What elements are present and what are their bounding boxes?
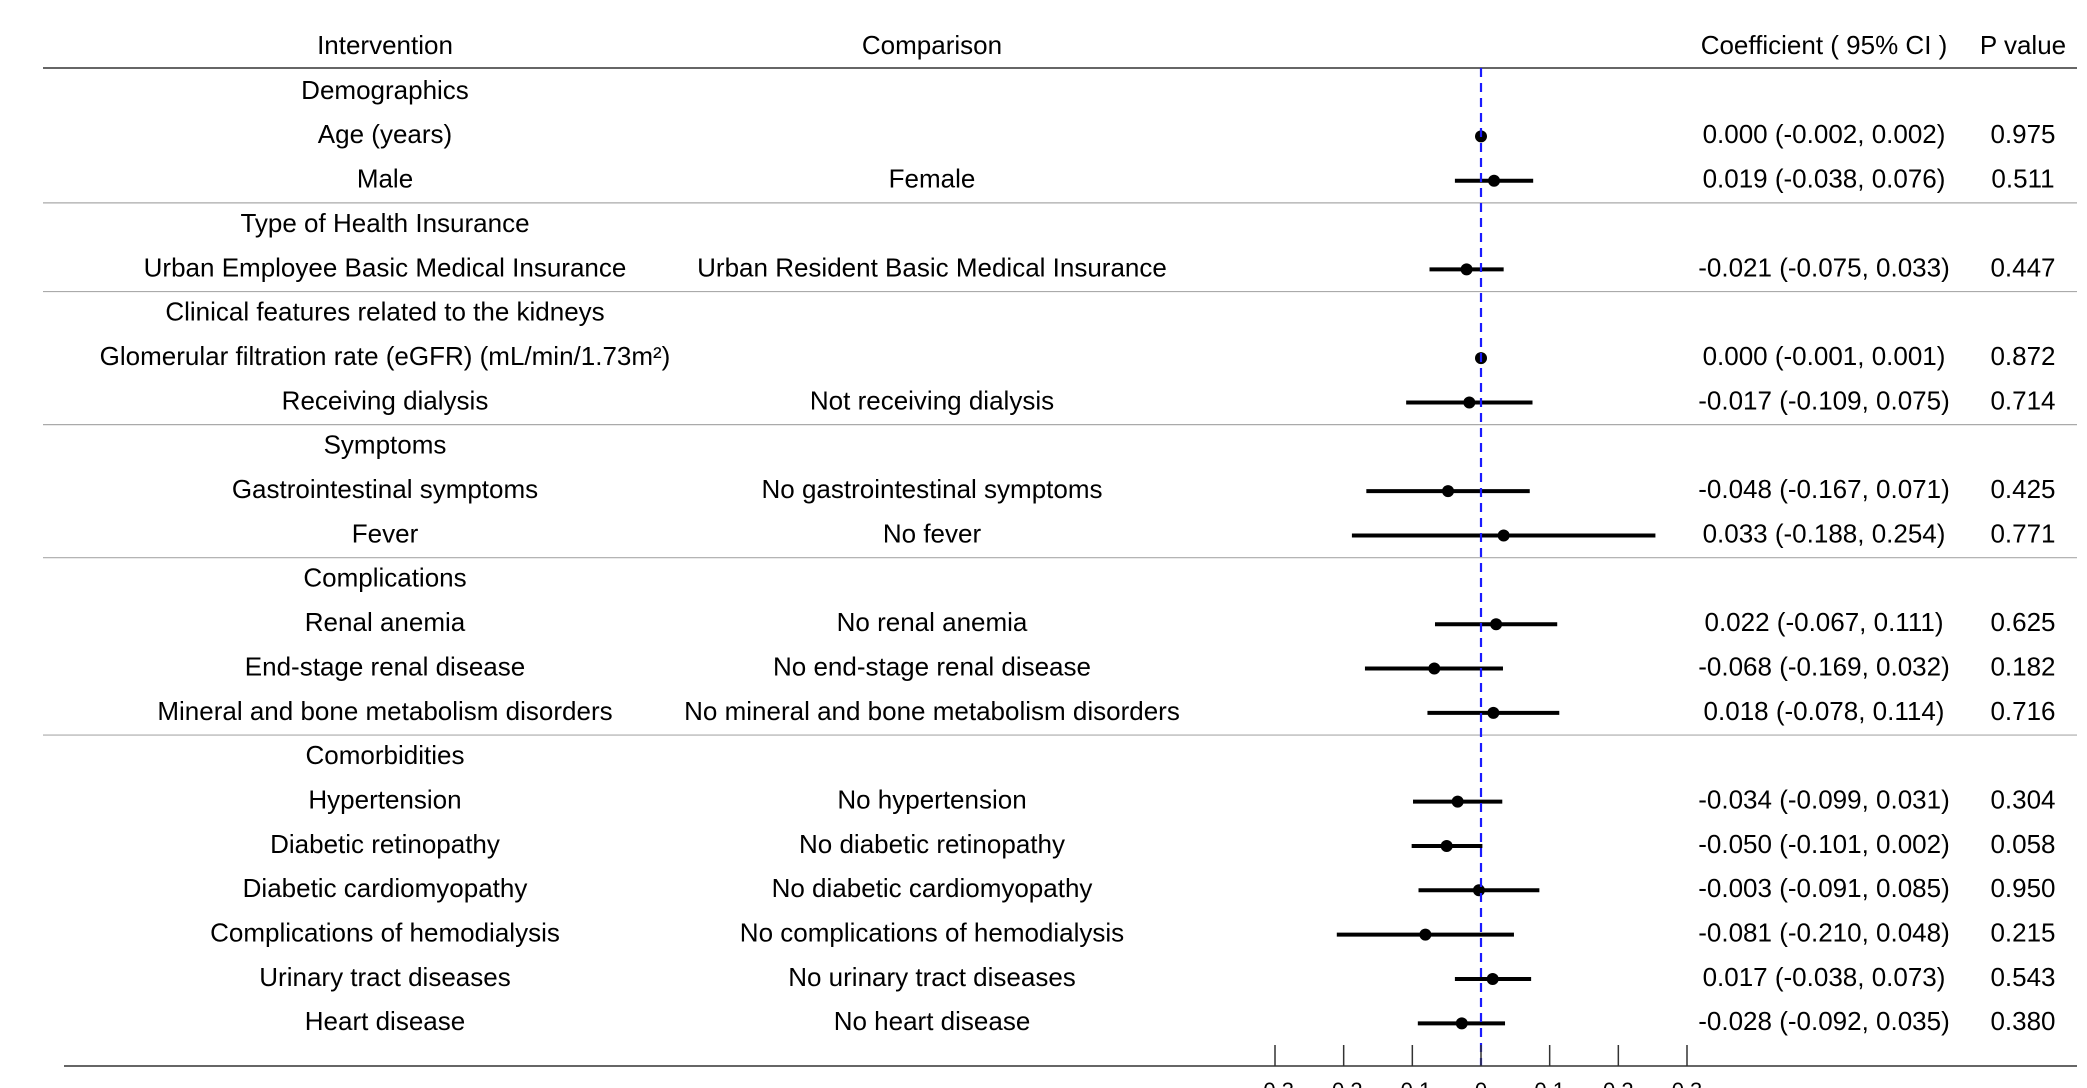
p-value: 0.771 — [1990, 518, 2055, 548]
comparison: Urban Resident Basic Medical Insurance — [697, 252, 1167, 282]
ci-label: 0.000 (-0.002, 0.002) — [1703, 119, 1946, 149]
comparison: Not receiving dialysis — [810, 385, 1054, 415]
intervention: Receiving dialysis — [282, 385, 489, 415]
section-title: Type of Health Insurance — [240, 208, 529, 238]
p-value: 0.058 — [1990, 829, 2055, 859]
section-title: Demographics — [301, 75, 469, 105]
ci-label: 0.022 (-0.067, 0.111) — [1705, 607, 1944, 637]
estimate-point — [1463, 396, 1476, 409]
intervention: Age (years) — [318, 119, 452, 149]
comparison: No heart disease — [834, 1006, 1031, 1036]
p-value: 0.625 — [1990, 607, 2055, 637]
intervention: End-stage renal disease — [245, 651, 525, 681]
ci-label: -0.028 (-0.092, 0.035) — [1698, 1006, 1950, 1036]
estimate-point — [1490, 618, 1503, 631]
ci-label: 0.017 (-0.038, 0.073) — [1703, 962, 1946, 992]
p-value: 0.380 — [1990, 1006, 2055, 1036]
intervention: Hypertension — [308, 784, 461, 814]
intervention: Glomerular filtration rate (eGFR) (mL/mi… — [100, 341, 671, 371]
x-tick-label: 0 — [1475, 1078, 1487, 1088]
estimate-point — [1442, 485, 1455, 498]
section-title: Complications — [303, 563, 466, 593]
intervention: Mineral and bone metabolism disorders — [157, 696, 612, 726]
p-value: 0.872 — [1990, 341, 2055, 371]
section-title: Comorbidities — [306, 740, 465, 770]
comparison: No end-stage renal disease — [773, 651, 1091, 681]
p-value: 0.304 — [1990, 784, 2055, 814]
comparison: No mineral and bone metabolism disorders — [684, 696, 1180, 726]
estimate-point — [1488, 174, 1501, 187]
p-value: 0.950 — [1990, 873, 2055, 903]
comparison: No fever — [883, 518, 982, 548]
x-tick-label: 0.3 — [1672, 1078, 1703, 1088]
estimate-point — [1486, 973, 1499, 985]
ci-label: 0.018 (-0.078, 0.114) — [1704, 696, 1945, 726]
comparison: No gastrointestinal symptoms — [761, 474, 1102, 504]
ci-label: -0.003 (-0.091, 0.085) — [1698, 873, 1950, 903]
comparison: No diabetic cardiomyopathy — [772, 873, 1093, 903]
x-tick-label: 0.2 — [1603, 1078, 1634, 1088]
intervention: Urban Employee Basic Medical Insurance — [144, 252, 627, 282]
estimate-point — [1472, 884, 1485, 897]
estimate-point — [1497, 529, 1510, 542]
p-value: 0.425 — [1990, 474, 2055, 504]
ci-label: 0.000 (-0.001, 0.001) — [1703, 341, 1946, 371]
section-title: Symptoms — [324, 430, 447, 460]
ci-label: -0.048 (-0.167, 0.071) — [1698, 474, 1950, 504]
estimate-point — [1460, 263, 1473, 276]
ci-label: -0.081 (-0.210, 0.048) — [1698, 918, 1950, 948]
column-header: Intervention — [317, 30, 453, 60]
section-title: Clinical features related to the kidneys — [165, 297, 604, 327]
estimate-point — [1487, 706, 1500, 719]
p-value: 0.215 — [1990, 918, 2055, 948]
ci-label: -0.017 (-0.109, 0.075) — [1698, 385, 1950, 415]
column-header: P value — [1980, 30, 2066, 60]
intervention: Urinary tract diseases — [259, 962, 510, 992]
intervention: Gastrointestinal symptoms — [232, 474, 538, 504]
estimate-point — [1419, 928, 1432, 941]
intervention: Renal anemia — [305, 607, 466, 637]
ci-label: -0.034 (-0.099, 0.031) — [1698, 784, 1950, 814]
p-value: 0.716 — [1990, 696, 2055, 726]
intervention: Diabetic retinopathy — [270, 829, 500, 859]
p-value: 0.182 — [1990, 651, 2055, 681]
p-value: 0.975 — [1990, 119, 2055, 149]
x-tick-label: 0.1 — [1534, 1078, 1565, 1088]
comparison: Female — [889, 164, 976, 194]
estimate-point — [1440, 839, 1453, 852]
ci-label: -0.021 (-0.075, 0.033) — [1698, 252, 1950, 282]
intervention: Male — [357, 164, 413, 194]
intervention: Fever — [352, 518, 419, 548]
intervention: Complications of hemodialysis — [210, 918, 560, 948]
comparison: No complications of hemodialysis — [740, 918, 1124, 948]
comparison: No diabetic retinopathy — [799, 829, 1065, 859]
estimate-point — [1455, 1017, 1468, 1030]
intervention: Heart disease — [305, 1006, 465, 1036]
estimate-point — [1451, 795, 1464, 808]
column-header: Coefficient ( 95% CI ) — [1701, 30, 1948, 60]
ci-label: 0.019 (-0.038, 0.076) — [1703, 164, 1946, 194]
x-tick-label: -0.2 — [1325, 1078, 1363, 1088]
p-value: 0.714 — [1990, 385, 2055, 415]
x-tick-label: -0.1 — [1393, 1078, 1431, 1088]
x-tick-label: -0.3 — [1256, 1078, 1294, 1088]
column-header: Comparison — [862, 30, 1002, 60]
estimate-point — [1428, 662, 1441, 675]
p-value: 0.543 — [1990, 962, 2055, 992]
ci-label: -0.068 (-0.169, 0.032) — [1698, 651, 1950, 681]
p-value: 0.511 — [1991, 164, 2054, 194]
p-value: 0.447 — [1990, 252, 2055, 282]
comparison: No urinary tract diseases — [788, 962, 1076, 992]
comparison: No hypertension — [837, 784, 1026, 814]
ci-label: 0.033 (-0.188, 0.254) — [1703, 518, 1946, 548]
ci-label: -0.050 (-0.101, 0.002) — [1698, 829, 1950, 859]
comparison: No renal anemia — [837, 607, 1028, 637]
intervention: Diabetic cardiomyopathy — [243, 873, 528, 903]
